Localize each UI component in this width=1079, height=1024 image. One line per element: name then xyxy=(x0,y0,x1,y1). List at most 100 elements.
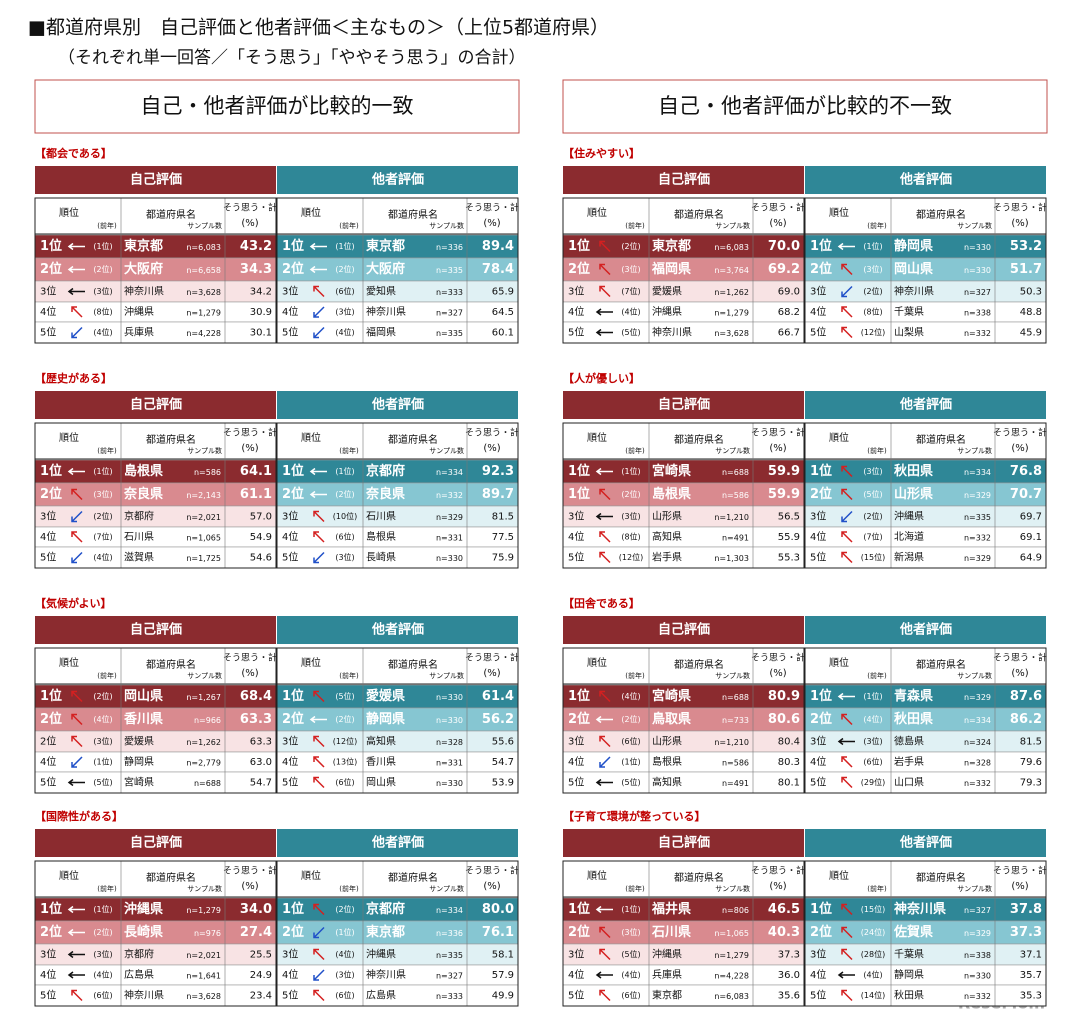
trend-arrow xyxy=(67,467,85,476)
table-border xyxy=(276,197,519,344)
rank: 1位 xyxy=(568,238,590,254)
percentage: 63.3 xyxy=(240,712,272,727)
percentage: 37.8 xyxy=(1010,902,1042,917)
percentage: 79.3 xyxy=(1020,778,1042,789)
percentage: 80.6 xyxy=(768,712,800,727)
header-pref: 都道府県名 xyxy=(388,208,438,221)
table-row xyxy=(804,301,1047,323)
header-pct: そう思う・計 xyxy=(465,865,519,877)
table-row xyxy=(804,505,1047,528)
table-row xyxy=(562,526,805,548)
page-subtitle: （それぞれ単一回答／「そう思う」「ややそう思う」の合計） xyxy=(58,48,526,68)
band-header xyxy=(35,166,276,194)
percentage: 54.6 xyxy=(250,553,272,564)
percentage: 25.5 xyxy=(250,950,272,961)
prev-rank: (1位) xyxy=(621,466,640,476)
rank: 4位 xyxy=(568,305,584,318)
sample-size: n=324 xyxy=(964,738,991,747)
percentage: 87.6 xyxy=(1010,689,1042,704)
prefecture: 岡山県 xyxy=(894,261,933,277)
prefecture: 宮崎県 xyxy=(652,688,691,704)
rank: 5位 xyxy=(810,326,826,339)
table-row xyxy=(276,771,519,794)
percentage: 61.1 xyxy=(240,487,272,502)
prev-rank: (1位) xyxy=(335,241,354,251)
prev-rank: (4位) xyxy=(621,970,640,980)
header-sample: サンプル数 xyxy=(187,671,222,680)
header-sample: サンプル数 xyxy=(957,446,992,455)
rank: 2位 xyxy=(568,711,590,727)
header-prev: (前年) xyxy=(867,671,887,680)
header-sample: サンプル数 xyxy=(429,221,464,230)
section-title: 【子育て環境が整っている】 xyxy=(563,809,705,823)
table-border xyxy=(34,860,277,1007)
prev-rank: (1位) xyxy=(93,904,112,914)
prev-rank: (4位) xyxy=(93,552,112,562)
header-rank: 順位 xyxy=(59,656,79,669)
sample-size: n=332 xyxy=(964,992,991,1001)
table-border xyxy=(804,647,1047,794)
prefecture: 長崎県 xyxy=(124,924,163,940)
sample-size: n=335 xyxy=(436,266,463,275)
sample-size: n=329 xyxy=(964,554,991,563)
prev-rank: (5位) xyxy=(621,327,640,337)
prefecture: 香川県 xyxy=(123,711,163,727)
header-pct: そう思う・計 xyxy=(751,652,805,664)
header-prev: (前年) xyxy=(97,884,117,893)
prev-rank: (28位) xyxy=(861,949,885,959)
sample-size: n=688 xyxy=(722,693,749,702)
percentage: 35.3 xyxy=(1020,991,1042,1002)
prev-rank: (10位) xyxy=(333,511,357,521)
table-row xyxy=(804,546,1047,569)
prev-rank: (12位) xyxy=(861,327,885,337)
band-label: 他者評価 xyxy=(371,835,424,851)
prev-rank: (6位) xyxy=(863,757,882,767)
prefecture: 石川県 xyxy=(366,511,396,523)
rank: 1位 xyxy=(282,688,304,704)
rank: 2位 xyxy=(810,486,832,502)
prefecture: 宮崎県 xyxy=(652,463,691,479)
percentage: 64.5 xyxy=(492,307,514,318)
table-row xyxy=(562,546,805,569)
rank: 5位 xyxy=(810,776,826,789)
trend-arrow xyxy=(837,692,855,701)
rank: 1位 xyxy=(810,238,832,254)
band-header xyxy=(35,829,276,857)
percentage: 43.2 xyxy=(240,239,272,254)
sample-size: n=3,628 xyxy=(714,329,749,338)
prefecture: 神奈川県 xyxy=(124,285,164,298)
table-row xyxy=(276,321,519,344)
sample-size: n=1,279 xyxy=(714,309,749,318)
trend-arrow xyxy=(313,326,325,339)
prev-rank: (4位) xyxy=(863,970,882,980)
trend-arrow xyxy=(71,326,83,339)
prev-rank: (2位) xyxy=(93,691,112,701)
rank: 5位 xyxy=(810,551,826,564)
prev-rank: (6位) xyxy=(335,532,354,542)
column-title: 自己・他者評価が比較的一致 xyxy=(141,94,414,118)
percentage: 59.9 xyxy=(768,487,800,502)
sample-size: n=1,262 xyxy=(186,738,221,747)
rank: 2位 xyxy=(40,711,62,727)
trend-arrow xyxy=(599,531,611,543)
percentage: 86.2 xyxy=(1010,712,1042,727)
header-pref: 都道府県名 xyxy=(916,208,966,221)
percentage: 46.5 xyxy=(768,902,800,917)
prev-rank: (2位) xyxy=(93,511,112,521)
prefecture: 東京都 xyxy=(366,924,405,940)
sample-size: n=2,021 xyxy=(186,513,221,522)
percentage: 63.3 xyxy=(250,737,272,748)
prev-rank: (8位) xyxy=(621,532,640,542)
prefecture: 岡山県 xyxy=(124,688,163,704)
trend-arrow xyxy=(599,240,611,253)
rank: 5位 xyxy=(40,551,56,564)
sample-size: n=328 xyxy=(436,738,463,747)
header-prev: (前年) xyxy=(867,446,887,455)
prev-rank: (3位) xyxy=(93,736,112,746)
prev-rank: (4位) xyxy=(93,970,112,980)
rank: 4位 xyxy=(40,755,56,768)
rank: 5位 xyxy=(40,989,56,1002)
band-label: 自己評価 xyxy=(658,622,710,638)
sample-size: n=586 xyxy=(194,468,221,477)
table-row xyxy=(804,984,1047,1007)
